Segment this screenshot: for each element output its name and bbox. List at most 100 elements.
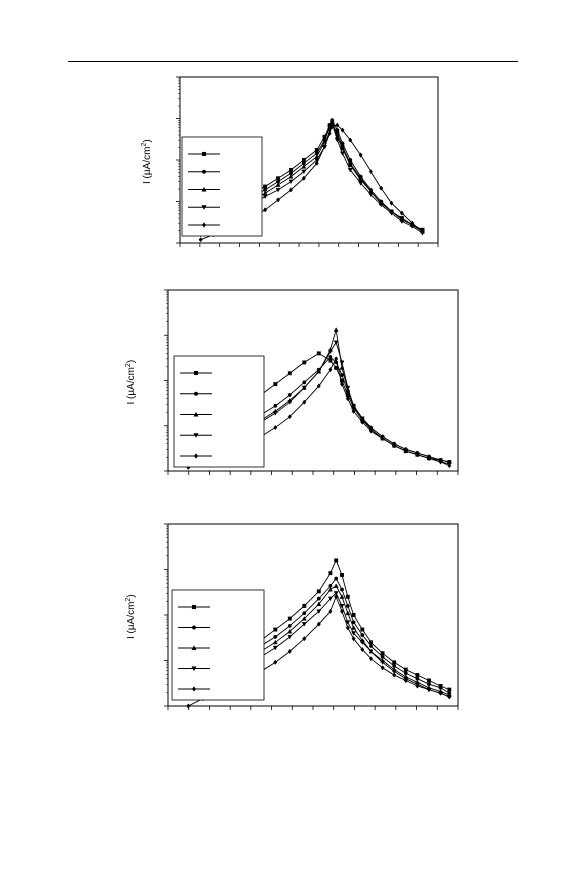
- legend-marker: [193, 453, 199, 459]
- header-rule: [68, 61, 518, 62]
- data-point: [276, 176, 280, 181]
- data-point: [287, 414, 292, 420]
- data-point: [287, 371, 292, 376]
- data-point: [399, 210, 404, 216]
- data-point: [378, 202, 384, 208]
- data-point: [392, 660, 397, 665]
- data-point: [330, 124, 335, 130]
- data-point: [351, 620, 356, 625]
- legend: [181, 136, 263, 237]
- legend-marker: [201, 222, 207, 228]
- data-point: [379, 185, 384, 191]
- data-point: [415, 683, 420, 689]
- data-point: [273, 382, 278, 387]
- data-point: [351, 636, 356, 642]
- data-point: [360, 633, 365, 637]
- legend-box: [171, 589, 265, 701]
- data-point: [368, 168, 373, 175]
- data-point: [322, 144, 327, 150]
- data-point: [399, 219, 405, 224]
- data-point: [316, 351, 321, 356]
- data-point: [327, 586, 333, 592]
- legend-marker: [191, 604, 197, 610]
- data-point: [347, 168, 353, 173]
- data-point: [415, 673, 420, 678]
- data-point: [198, 237, 203, 243]
- data-point: [351, 613, 356, 617]
- data-point: [273, 659, 278, 665]
- data-point: [345, 395, 350, 402]
- data-point: [333, 327, 339, 332]
- data-point: [302, 603, 307, 608]
- data-point: [302, 611, 307, 616]
- data-point: [287, 393, 292, 397]
- legend-marker: [191, 666, 197, 672]
- data-point: [360, 646, 365, 653]
- data-point: [302, 360, 307, 365]
- data-point: [351, 631, 357, 636]
- data-point: [335, 122, 340, 128]
- data-point: [288, 179, 294, 185]
- data-point: [334, 558, 339, 563]
- data-point: [368, 428, 374, 434]
- data-point: [380, 651, 385, 656]
- data-point: [186, 703, 191, 709]
- data-point: [316, 369, 322, 375]
- data-point: [262, 194, 268, 200]
- y-axis-label: I (µA/cm2): [125, 594, 137, 639]
- data-point: [339, 381, 345, 387]
- data-point: [351, 625, 357, 630]
- data-point: [420, 228, 425, 235]
- legend-marker: [191, 625, 197, 630]
- legend-marker: [193, 370, 199, 376]
- data-point: [301, 158, 306, 162]
- legend-marker: [201, 205, 207, 210]
- data-point: [263, 184, 268, 189]
- data-point: [314, 160, 319, 166]
- y-axis-label: I (µA/cm2): [141, 139, 153, 184]
- data-point: [403, 667, 408, 672]
- data-point: [273, 403, 278, 408]
- legend-marker: [193, 433, 199, 438]
- data-point: [339, 360, 345, 365]
- legend-box: [181, 136, 263, 237]
- data-point: [287, 628, 293, 634]
- data-point: [392, 672, 397, 678]
- data-point: [403, 448, 408, 454]
- legend-marker: [193, 411, 199, 417]
- data-point: [340, 587, 344, 592]
- data-point: [316, 609, 322, 614]
- data-point: [438, 459, 443, 465]
- data-point: [287, 623, 292, 628]
- data-point: [272, 645, 278, 651]
- data-point: [288, 187, 293, 193]
- data-point: [301, 622, 307, 627]
- data-point: [340, 573, 344, 577]
- data-point: [263, 207, 268, 213]
- data-point: [403, 677, 408, 684]
- data-point: [301, 169, 307, 175]
- data-point: [345, 620, 351, 625]
- legend-marker: [191, 686, 197, 692]
- data-point: [327, 349, 333, 355]
- data-point: [302, 380, 307, 385]
- data-point: [368, 192, 374, 198]
- y-axis-label: I (µA/cm2): [125, 360, 137, 405]
- data-point: [447, 462, 452, 469]
- chart-3: I (µA/cm2): [125, 523, 459, 710]
- data-point: [358, 152, 363, 158]
- data-point: [351, 408, 356, 414]
- data-point: [340, 151, 346, 156]
- data-point: [392, 443, 397, 449]
- data-point: [345, 603, 350, 608]
- data-point: [345, 594, 350, 599]
- legend: [171, 589, 265, 701]
- data-point: [369, 640, 373, 645]
- data-point: [333, 591, 339, 596]
- data-point: [359, 640, 365, 645]
- data-point: [333, 340, 339, 346]
- data-point: [301, 175, 306, 181]
- data-point: [275, 187, 281, 193]
- data-point: [273, 634, 278, 639]
